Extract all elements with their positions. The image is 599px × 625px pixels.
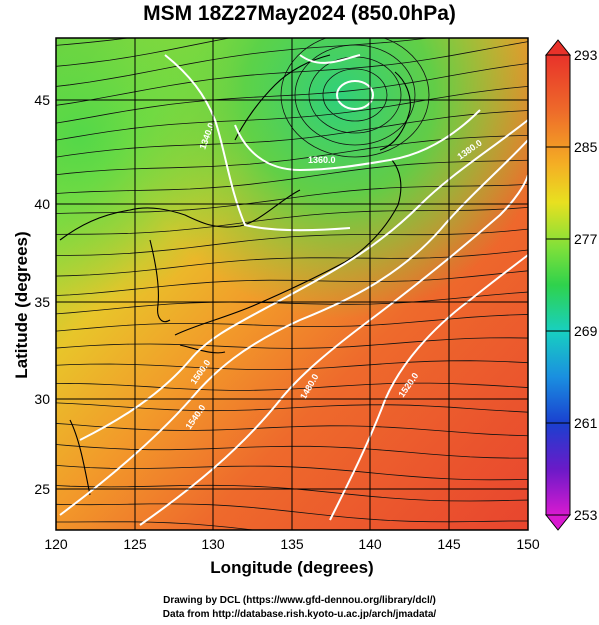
x-ticks: 120 125 130 135 140 145 150 (44, 536, 540, 552)
x-tick-label: 125 (123, 536, 147, 552)
colorbar-label: 261 (574, 415, 598, 431)
map-title: MSM 18Z27May2024 (850.0hPa) (143, 2, 456, 25)
x-axis-label: Longitude (degrees) (210, 558, 374, 577)
streamline (56, 270, 528, 296)
streamline (56, 521, 257, 530)
contour-label: 1360.0 (308, 155, 336, 165)
height-contours (59, 54, 528, 526)
streamline (56, 38, 431, 87)
x-tick-label: 130 (201, 536, 225, 552)
streamline (56, 360, 528, 371)
data-credit: Data from http://database.rish.kyoto-u.a… (162, 609, 437, 620)
plot-frame (55, 37, 529, 531)
colorbar-label: 285 (574, 139, 598, 155)
x-tick-label: 150 (516, 536, 540, 552)
y-tick-label: 40 (34, 196, 50, 212)
streamline (56, 85, 528, 141)
streamline (56, 337, 528, 349)
streamline (56, 110, 528, 158)
colorbar-label: 277 (574, 231, 598, 247)
streamline (56, 134, 528, 176)
graticule (56, 38, 528, 530)
x-tick-label: 120 (44, 536, 68, 552)
streamline (56, 444, 528, 459)
streamline (56, 63, 528, 124)
streamline (56, 291, 528, 315)
streamline (56, 464, 528, 481)
streamline (56, 228, 528, 256)
y-tick-label: 35 (34, 294, 50, 310)
x-tick-label: 145 (437, 536, 461, 552)
streamline (56, 206, 528, 235)
colorbar: 293 285 277 269 261 253 (544, 39, 598, 531)
streamline (56, 503, 528, 523)
colorbar-label: 253 (574, 507, 598, 523)
y-ticks: 25 30 35 40 45 (34, 92, 50, 497)
colorbar-top-arrow (544, 39, 572, 56)
coastline (59, 54, 411, 496)
streamline-loop (280, 38, 430, 158)
streamline (56, 159, 528, 194)
streamline-loop (294, 44, 416, 146)
streamline (56, 423, 528, 437)
streamline (56, 38, 232, 67)
drawing-credit: Drawing by DCL (https://www.gfd-dennou.o… (163, 595, 436, 606)
colorbar-scale (545, 54, 571, 516)
colorbar-bottom-arrow (544, 514, 572, 531)
field-layer: 1540.0 1520.0 1500.0 1480.0 1360.0 1340.… (56, 38, 528, 530)
x-tick-label: 135 (280, 536, 304, 552)
streamline-loop (322, 68, 388, 122)
colorbar-label: 269 (574, 323, 598, 339)
streamline (56, 314, 528, 332)
y-axis-label: Latitude (degrees) (12, 231, 31, 379)
y-tick-label: 45 (34, 92, 50, 108)
y-tick-label: 25 (34, 481, 50, 497)
colorbar-label: 293 (574, 47, 598, 63)
x-tick-label: 140 (358, 536, 382, 552)
y-tick-label: 30 (34, 391, 50, 407)
streamline (56, 183, 528, 214)
streamline (56, 402, 528, 413)
